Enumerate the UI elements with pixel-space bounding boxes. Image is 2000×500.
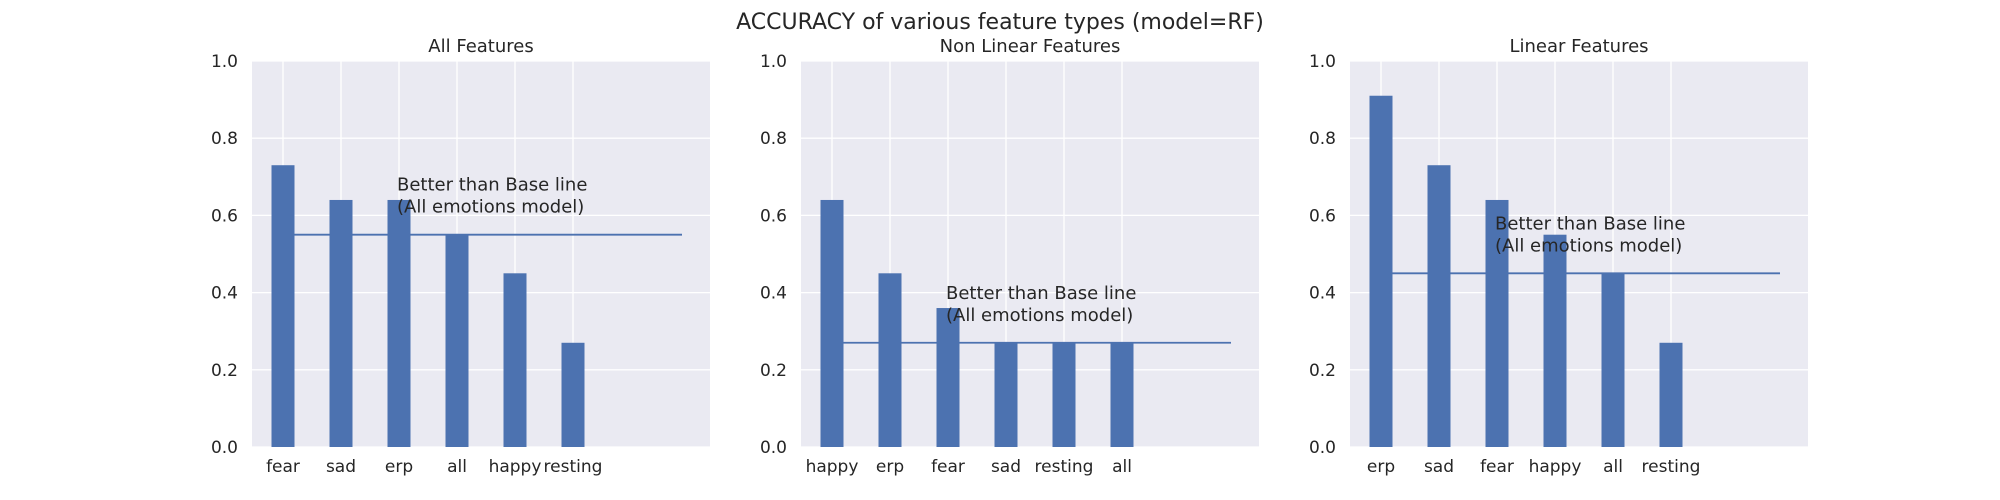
x-tick-label: sad [326,457,356,477]
panel-title: Non Linear Features [940,36,1121,57]
bar-happy [1543,234,1567,447]
x-tick-label: resting [1035,457,1094,477]
y-tick-label: 0.6 [760,206,787,226]
y-tick-label: 1.0 [1309,52,1336,72]
bar-erp [387,199,411,447]
x-tick-label: erp [876,457,904,477]
y-tick-label: 0.4 [1309,284,1336,304]
baseline-annotation: (All emotions model) [397,197,584,218]
y-tick-label: 1.0 [211,52,238,72]
bar-resting [1659,342,1683,447]
plot-background [1350,61,1808,447]
bar-all [1601,273,1625,447]
y-tick-label: 0.6 [211,206,238,226]
plot-background [801,61,1259,447]
y-tick-label: 0.8 [1309,129,1336,149]
y-tick-label: 0.2 [1309,361,1336,381]
bar-resting [1052,342,1076,447]
chart-panels: Better than Base line(All emotions model… [211,36,1808,477]
baseline-annotation: Better than Base line [1495,213,1685,234]
chart-panel-3: Better than Base line(All emotions model… [1309,36,1808,477]
x-tick-label: resting [1642,457,1701,477]
x-tick-label: resting [544,457,603,477]
y-tick-label: 1.0 [760,52,787,72]
baseline-annotation: Better than Base line [946,283,1136,304]
bar-all [445,234,469,447]
y-tick-label: 0.0 [211,438,238,458]
x-tick-label: fear [1480,457,1514,477]
plot-background [252,61,710,447]
bar-happy [820,199,844,447]
y-tick-label: 0.2 [211,361,238,381]
x-tick-label: happy [489,457,542,477]
baseline-annotation: (All emotions model) [1495,235,1682,256]
y-tick-label: 0.8 [760,129,787,149]
x-tick-label: all [1112,457,1132,477]
bar-fear [936,308,960,447]
baseline-annotation: (All emotions model) [946,305,1133,326]
x-tick-label: fear [266,457,300,477]
y-tick-label: 0.8 [211,129,238,149]
y-tick-label: 0.4 [760,284,787,304]
y-tick-label: 0.0 [1309,438,1336,458]
bar-resting [561,342,585,447]
panel-title: Linear Features [1509,36,1648,57]
bar-fear [271,165,295,447]
bar-sad [994,342,1018,447]
x-tick-label: sad [991,457,1021,477]
y-tick-label: 0.6 [1309,206,1336,226]
chart-panel-1: Better than Base line(All emotions model… [211,36,710,477]
bar-all [1110,342,1134,447]
x-tick-label: sad [1424,457,1454,477]
baseline-annotation: Better than Base line [397,175,587,196]
y-tick-label: 0.4 [211,284,238,304]
bar-happy [503,273,527,447]
bar-fear [1485,199,1509,447]
x-tick-label: all [447,457,467,477]
x-tick-label: fear [931,457,965,477]
x-tick-label: happy [806,457,859,477]
bar-sad [329,199,353,447]
x-tick-label: erp [1367,457,1395,477]
bar-erp [1369,95,1393,448]
x-tick-label: erp [385,457,413,477]
y-tick-label: 0.2 [760,361,787,381]
x-tick-label: all [1603,457,1623,477]
bar-erp [878,273,902,447]
chart-panel-2: Better than Base line(All emotions model… [760,36,1259,477]
panel-title: All Features [428,36,533,57]
figure-title: ACCURACY of various feature types (model… [736,10,1264,35]
bar-sad [1427,165,1451,447]
y-tick-label: 0.0 [760,438,787,458]
x-tick-label: happy [1529,457,1582,477]
